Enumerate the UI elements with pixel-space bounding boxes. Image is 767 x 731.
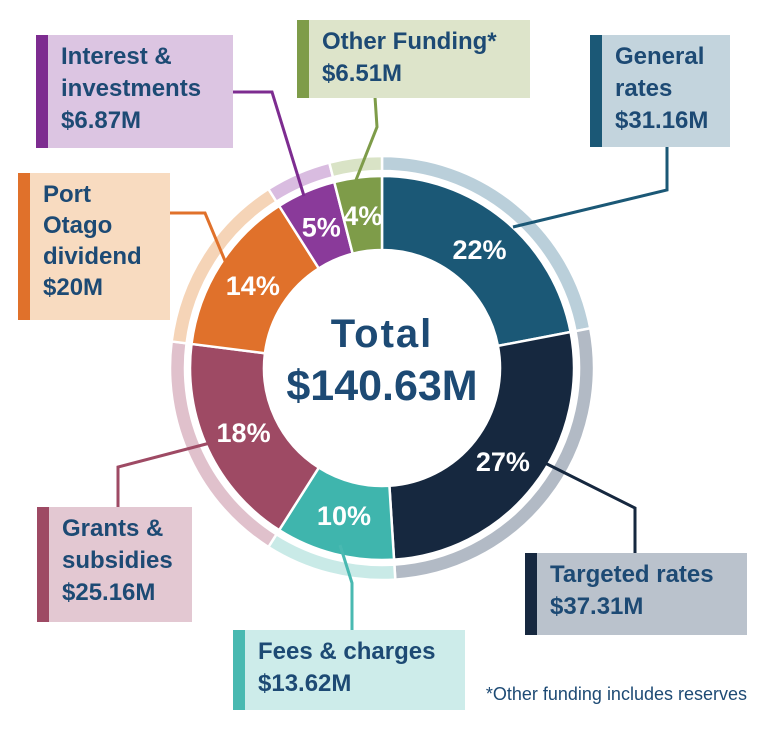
accent-bar-targeted-rates — [525, 553, 537, 635]
accent-bar-fees-charges — [233, 630, 245, 710]
pct-label-port-otago-dividend: 14% — [226, 271, 280, 301]
slice-other-funding — [332, 174, 384, 256]
label-text: subsidies — [62, 547, 173, 574]
label-text: Other Funding* — [322, 28, 497, 55]
label-value: $13.62M — [258, 670, 352, 697]
label-text: Port — [43, 181, 91, 208]
center-total-value: $140.63M — [286, 362, 477, 410]
leader-line-grants-subsidies — [116, 441, 211, 509]
label-text: Fees & charges — [258, 638, 436, 665]
label-box-other-funding: Other Funding* $6.51M — [297, 20, 530, 98]
label-text: Grants & — [62, 515, 164, 542]
label-text: Targeted rates — [550, 561, 714, 588]
slice-targeted-rates — [388, 330, 576, 561]
accent-bar-general-rates — [590, 35, 602, 147]
label-box-targeted-rates: Targeted rates $37.31M — [525, 553, 747, 635]
label-value: $31.16M — [615, 107, 709, 134]
label-box-port-otago-dividend: Port Otago dividend $20M — [18, 173, 170, 320]
label-text: Otago — [43, 212, 113, 239]
accent-bar-grants-subsidies — [37, 507, 49, 622]
tint-ring-other-funding — [327, 154, 384, 179]
label-box-fees-charges: Fees & charges $13.62M — [233, 630, 465, 710]
label-text: investments — [61, 75, 202, 102]
center-total-label: Total — [331, 312, 434, 356]
label-value: $6.87M — [61, 107, 142, 134]
leader-line-targeted-rates — [544, 461, 637, 556]
label-text: Interest & — [61, 43, 172, 70]
label-text: rates — [615, 75, 673, 102]
label-box-interest-investments: Interest & investments $6.87M — [36, 35, 233, 148]
accent-bar-port-otago-dividend — [18, 173, 30, 320]
label-text: General — [615, 43, 705, 70]
leader-line-fees-charges — [338, 544, 354, 632]
label-text: dividend — [43, 243, 142, 270]
leader-line-other-funding — [354, 96, 379, 181]
pct-label-grants-subsidies: 18% — [217, 418, 271, 448]
accent-bar-other-funding — [297, 20, 309, 98]
pct-label-other-funding: 4% — [343, 201, 382, 231]
label-box-grants-subsidies: Grants & subsidies $25.16M — [37, 507, 192, 622]
label-value: $25.16M — [62, 579, 156, 606]
footnote: *Other funding includes reserves — [485, 684, 747, 704]
pct-label-targeted-rates: 27% — [476, 447, 530, 477]
pct-label-fees-charges: 10% — [317, 501, 371, 531]
label-value: $20M — [43, 274, 104, 301]
pct-label-interest-investments: 5% — [302, 213, 341, 243]
label-value: $37.31M — [550, 593, 644, 620]
leader-line-general-rates — [512, 147, 669, 229]
label-box-general-rates: General rates $31.16M — [590, 35, 730, 147]
accent-bar-interest-investments — [36, 35, 48, 148]
leader-line-interest-investments — [232, 90, 306, 197]
pct-label-general-rates: 22% — [453, 235, 507, 265]
label-value: $6.51M — [322, 60, 403, 87]
leader-line-port-otago-dividend — [168, 211, 230, 269]
